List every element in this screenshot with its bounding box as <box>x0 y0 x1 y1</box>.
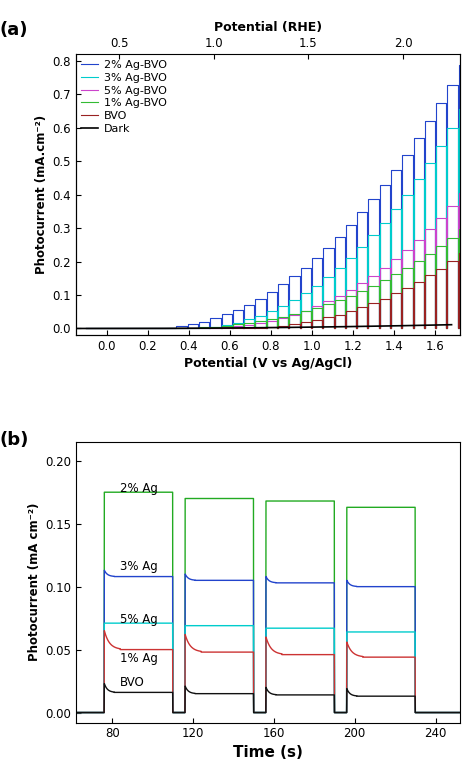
X-axis label: Potential (RHE): Potential (RHE) <box>214 21 322 34</box>
1% Ag-BVO <box>444 324 449 333</box>
2% Ag-BVO <box>128 324 134 333</box>
2% Ag-BVO <box>230 324 236 333</box>
5% Ag-BVO <box>230 324 236 333</box>
1% Ag-BVO <box>83 324 89 333</box>
3% Ag-BVO <box>456 104 462 113</box>
Line: 1% Ag-BVO: 1% Ag-BVO <box>86 229 469 329</box>
3% Ag-BVO <box>230 324 236 333</box>
BVO <box>83 324 89 333</box>
3% Ag-BVO <box>399 324 404 333</box>
Line: 5% Ag-BVO: 5% Ag-BVO <box>86 193 469 329</box>
BVO <box>444 324 449 333</box>
Line: 2% Ag-BVO: 2% Ag-BVO <box>86 65 469 329</box>
Text: (a): (a) <box>0 21 27 39</box>
Line: BVO: BVO <box>86 253 469 329</box>
Dark <box>381 322 387 331</box>
Dark <box>254 323 259 333</box>
1% Ag-BVO <box>399 270 404 279</box>
3% Ag-BVO <box>128 324 134 333</box>
Dark <box>440 320 446 329</box>
1% Ag-BVO <box>399 324 404 333</box>
BVO <box>466 324 472 333</box>
2% Ag-BVO <box>388 166 394 175</box>
Line: Dark: Dark <box>76 325 452 329</box>
1% Ag-BVO <box>128 324 134 333</box>
5% Ag-BVO <box>388 254 394 263</box>
5% Ag-BVO <box>444 324 449 333</box>
2% Ag-BVO <box>456 61 462 70</box>
Text: BVO: BVO <box>120 676 145 689</box>
2% Ag-BVO <box>444 324 449 333</box>
Text: (b): (b) <box>0 430 28 448</box>
Dark <box>449 320 455 329</box>
Y-axis label: Photocurrent (mA cm⁻²): Photocurrent (mA cm⁻²) <box>28 503 41 661</box>
3% Ag-BVO <box>83 324 89 333</box>
Text: 3% Ag: 3% Ag <box>120 560 158 573</box>
Legend: 2% Ag-BVO, 3% Ag-BVO, 5% Ag-BVO, 1% Ag-BVO, BVO, Dark: 2% Ag-BVO, 3% Ag-BVO, 5% Ag-BVO, 1% Ag-B… <box>79 57 169 136</box>
2% Ag-BVO <box>399 324 404 333</box>
X-axis label: Potential (V vs Ag/AgCl): Potential (V vs Ag/AgCl) <box>183 357 352 370</box>
BVO <box>128 324 134 333</box>
3% Ag-BVO <box>444 324 449 333</box>
X-axis label: Time (s): Time (s) <box>233 744 303 760</box>
BVO <box>230 324 236 333</box>
Dark <box>251 323 257 333</box>
Line: 3% Ag-BVO: 3% Ag-BVO <box>86 109 469 329</box>
1% Ag-BVO <box>388 270 394 279</box>
3% Ag-BVO <box>399 204 404 214</box>
5% Ag-BVO <box>83 324 89 333</box>
1% Ag-BVO <box>230 324 236 333</box>
BVO <box>388 289 394 298</box>
Text: 2% Ag: 2% Ag <box>120 482 158 495</box>
5% Ag-BVO <box>456 189 462 198</box>
Y-axis label: Photocurrent (mA.cm⁻²): Photocurrent (mA.cm⁻²) <box>35 115 48 274</box>
Text: 1% Ag: 1% Ag <box>120 652 158 665</box>
Dark <box>276 323 282 333</box>
1% Ag-BVO <box>466 324 472 333</box>
Text: 5% Ag: 5% Ag <box>120 613 158 625</box>
2% Ag-BVO <box>399 166 404 175</box>
BVO <box>399 324 404 333</box>
3% Ag-BVO <box>388 204 394 214</box>
5% Ag-BVO <box>399 254 404 263</box>
3% Ag-BVO <box>466 324 472 333</box>
5% Ag-BVO <box>128 324 134 333</box>
Dark <box>297 322 302 332</box>
BVO <box>399 289 404 298</box>
1% Ag-BVO <box>456 225 462 234</box>
2% Ag-BVO <box>466 324 472 333</box>
5% Ag-BVO <box>399 324 404 333</box>
5% Ag-BVO <box>466 324 472 333</box>
BVO <box>456 249 462 258</box>
2% Ag-BVO <box>83 324 89 333</box>
Dark <box>73 324 79 333</box>
